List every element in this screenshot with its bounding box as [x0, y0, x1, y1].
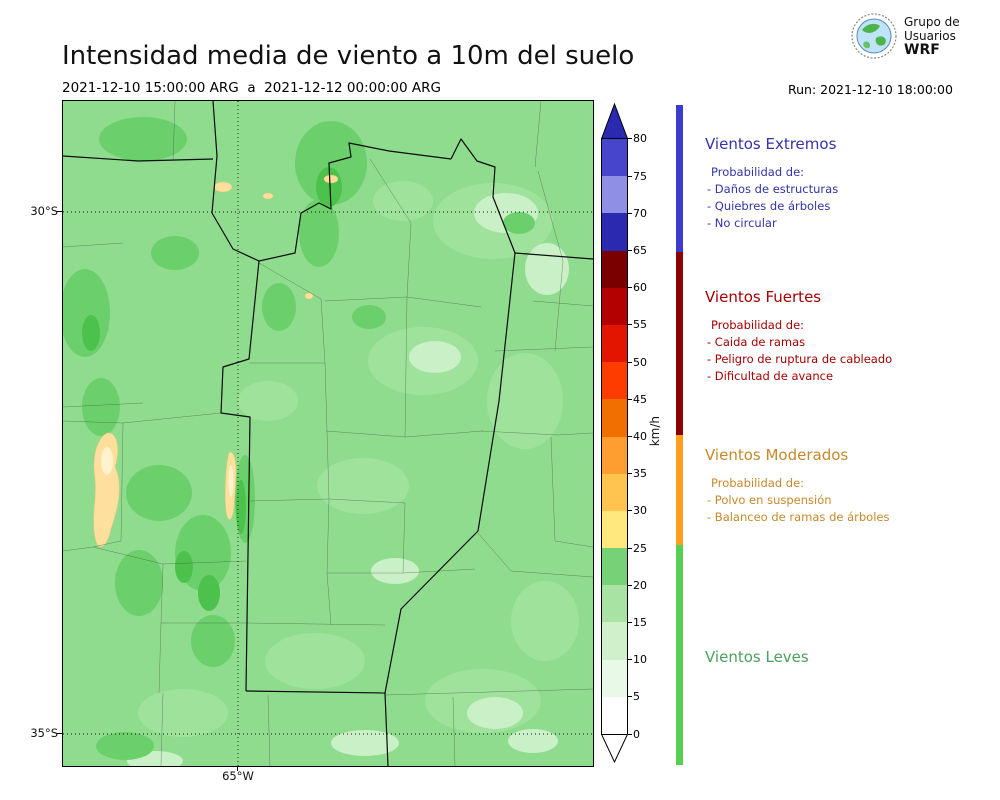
- colorbar-segment: [602, 213, 627, 251]
- colorbar-over-arrow: [601, 102, 628, 139]
- lat-tick-35s: 35°S: [30, 726, 58, 740]
- colorbar-tick-label: 40: [628, 429, 647, 443]
- wrf-logo: Grupo de Usuarios WRF: [850, 12, 960, 60]
- legend-item: - Peligro de ruptura de cableado: [707, 352, 893, 366]
- colorbar-ticks: 0 5 10 15 20 25 30 35 40 45 50 55 60 65 70 75 80: [628, 100, 663, 765]
- wind-patches-light: [138, 181, 579, 737]
- legend-heading: Probabilidad de:: [711, 318, 805, 332]
- colorbar-segment: [602, 139, 627, 177]
- colorbar-under-arrow: [601, 734, 628, 764]
- logo-text: Grupo de Usuarios WRF: [904, 15, 960, 57]
- colorbar-segment: [602, 250, 627, 288]
- colorbar-segment: [602, 585, 627, 623]
- legend-strip-moderados: [676, 435, 683, 545]
- legend-section-extremos: Vientos Extremos Probabilidad de: - Daño…: [660, 105, 1000, 252]
- department-boundaries: [63, 101, 593, 766]
- colorbar-segment: [602, 510, 627, 549]
- logo-line-2: Usuarios: [904, 29, 956, 43]
- legend-item: - Dificultad de avance: [707, 369, 834, 383]
- legend-title: Vientos Extremos: [705, 135, 837, 153]
- legend-item: - Polvo en suspensión: [707, 493, 832, 507]
- colorbar-segment: [602, 622, 627, 660]
- colorbar-tick-label: 10: [628, 653, 647, 667]
- colorbar-tick-label: 20: [628, 578, 647, 592]
- colorbar-tick-label: 55: [628, 318, 647, 332]
- colorbar-tick-label: 75: [628, 169, 647, 183]
- colorbar-segment: [602, 659, 627, 697]
- forecast-period-label: 2021-12-10 15:00:00 ARG a 2021-12-12 00:…: [62, 80, 441, 96]
- model-run-label: Run: 2021-12-10 18:00:00: [788, 82, 953, 97]
- colorbar-segment: [602, 548, 627, 586]
- map-canvas: [63, 101, 593, 766]
- colorbar-tick-label: 35: [628, 467, 647, 481]
- legend-item: - Daños de estructuras: [707, 182, 839, 196]
- legend-strip-leves: [676, 545, 683, 765]
- legend-item: - Caida de ramas: [707, 335, 806, 349]
- lon-tick-65w: 65°W: [222, 769, 254, 783]
- legend-text-extremos: Vientos Extremos Probabilidad de: - Daño…: [705, 105, 1000, 230]
- legend-text-fuertes: Vientos Fuertes Probabilidad de: - Caida…: [705, 252, 1000, 383]
- colorbar-tick-label: 70: [628, 206, 647, 220]
- wind-patches-moderate-core: [101, 447, 234, 497]
- axis-tick-mark: [57, 733, 62, 734]
- colorbar-tick-label: 0: [628, 727, 640, 741]
- graticule-gridlines: [63, 101, 593, 766]
- colorbar-segment: [602, 473, 627, 511]
- colorbar-tick-label: 50: [628, 355, 647, 369]
- colorbar-segments: [601, 139, 628, 734]
- colorbar-segment: [602, 176, 627, 214]
- legend-section-leves: Vientos Leves: [660, 545, 1000, 765]
- legend-heading: Probabilidad de:: [711, 476, 805, 490]
- colorbar-tick-label: 60: [628, 281, 647, 295]
- legend-item: - Balanceo de ramas de árboles: [707, 510, 890, 524]
- colorbar-segment: [602, 399, 627, 437]
- legend-title: Vientos Leves: [705, 648, 809, 666]
- wind-map: [62, 100, 594, 767]
- wind-patches-lightest: [127, 193, 569, 766]
- logo-line-3: WRF: [904, 42, 940, 58]
- legend-text-moderados: Vientos Moderados Probabilidad de: - Pol…: [705, 435, 1000, 524]
- logo-line-1: Grupo de: [904, 15, 960, 29]
- legend-text-leves: Vientos Leves: [705, 545, 1000, 666]
- legend-item: - No circular: [707, 216, 777, 230]
- colorbar-tick-label: 80: [628, 132, 647, 146]
- colorbar-tick-label: 30: [628, 504, 647, 518]
- legend-title: Vientos Moderados: [705, 446, 849, 464]
- colorbar-tick-label: 25: [628, 541, 647, 555]
- colorbar-segment: [602, 696, 627, 734]
- legend-strip-extremos: [676, 105, 683, 252]
- colorbar-tick-label: 45: [628, 392, 647, 406]
- colorbar-tick-label: 65: [628, 244, 647, 258]
- colorbar-tick-label: 15: [628, 615, 647, 629]
- wind-patches-darkest: [82, 167, 342, 611]
- legend-item: - Quiebres de árboles: [707, 199, 831, 213]
- colorbar-segment: [602, 436, 627, 474]
- lat-tick-30s: 30°S: [30, 204, 58, 218]
- legend-title: Vientos Fuertes: [705, 288, 822, 306]
- legend-section-moderados: Vientos Moderados Probabilidad de: - Pol…: [660, 435, 1000, 545]
- legend-heading: Probabilidad de:: [711, 165, 805, 179]
- colorbar-segment: [602, 362, 627, 400]
- legend-strip-fuertes: [676, 252, 683, 435]
- axis-tick-mark: [57, 211, 62, 212]
- globe-icon: [851, 13, 897, 59]
- colorbar-tick-label: 5: [628, 690, 640, 704]
- colorbar: [601, 100, 628, 765]
- colorbar-segment: [602, 287, 627, 325]
- province-boundaries: [63, 101, 593, 766]
- axis-tick-mark: [237, 766, 238, 771]
- colorbar-segment: [602, 324, 627, 363]
- wind-legend: Vientos Extremos Probabilidad de: - Daño…: [660, 100, 1000, 765]
- page-title: Intensidad media de viento a 10m del sue…: [62, 41, 635, 72]
- legend-section-fuertes: Vientos Fuertes Probabilidad de: - Caida…: [660, 252, 1000, 435]
